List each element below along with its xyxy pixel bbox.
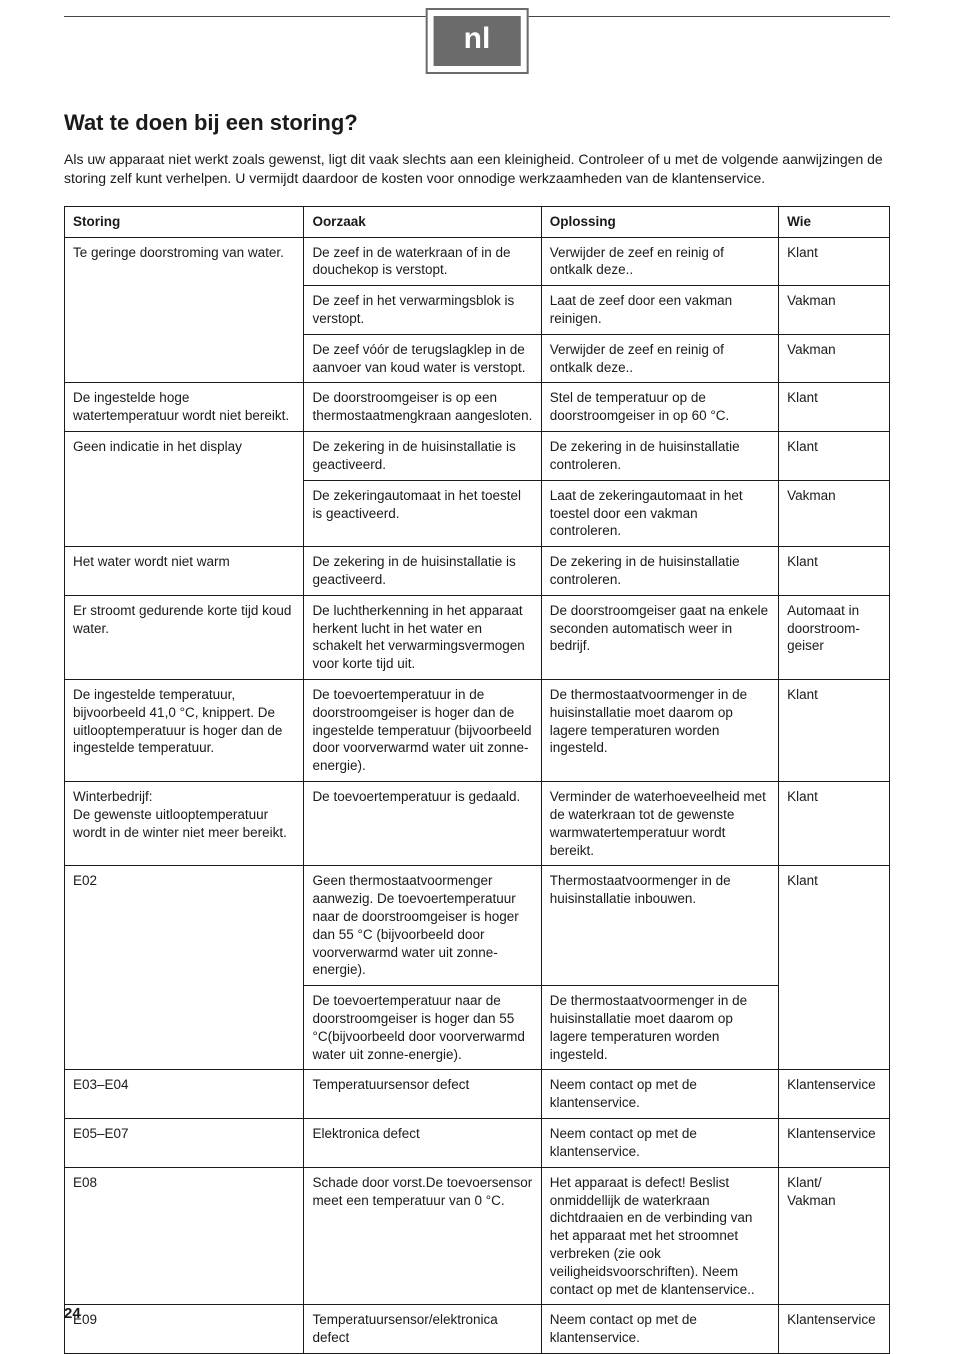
language-tab-container: nl — [426, 0, 529, 74]
cell-oplossing: De zekering in de huisinstallatie contro… — [541, 432, 778, 481]
cell-wie: Vakman — [779, 334, 890, 383]
cell-storing: E03–E04 — [65, 1070, 304, 1119]
troubleshooting-table: Storing Oorzaak Oplossing Wie Te geringe… — [64, 206, 890, 1354]
cell-wie: Vakman — [779, 286, 890, 335]
page-title: Wat te doen bij een storing? — [64, 110, 890, 136]
cell-storing: Te geringe doorstroming van water. — [65, 237, 304, 383]
header-oorzaak: Oorzaak — [304, 206, 541, 237]
language-tab-frame: nl — [426, 8, 529, 74]
cell-wie: Klantenservice — [779, 1305, 890, 1354]
cell-oorzaak: Temperatuursensor defect — [304, 1070, 541, 1119]
cell-oorzaak: Geen thermostaatvoormenger aanwezig. De … — [304, 866, 541, 986]
cell-storing: E05–E07 — [65, 1119, 304, 1168]
cell-oorzaak: Schade door vorst.De toevoersensor meet … — [304, 1167, 541, 1305]
cell-wie: Klantenservice — [779, 1119, 890, 1168]
cell-storing: Er stroomt gedurende korte tijd koud wat… — [65, 595, 304, 679]
table-row: E09Temperatuursensor/elektronica defectN… — [65, 1305, 890, 1354]
cell-oorzaak: De doorstroomgeiser is op een thermostaa… — [304, 383, 541, 432]
intro-text: Als uw apparaat niet werkt zoals gewenst… — [64, 150, 890, 188]
cell-oorzaak: De toevoertemperatuur naar de doorstroom… — [304, 986, 541, 1070]
header-wie: Wie — [779, 206, 890, 237]
table-row: Te geringe doorstroming van water.De zee… — [65, 237, 890, 286]
cell-oorzaak: De zeef vóór de terugslagklep in de aanv… — [304, 334, 541, 383]
header-oplossing: Oplossing — [541, 206, 778, 237]
cell-oplossing: Neem contact op met de klantenservice. — [541, 1070, 778, 1119]
cell-oplossing: De thermostaatvoormenger in de huisinsta… — [541, 986, 778, 1070]
cell-oorzaak: De zekering in de huisinstallatie is gea… — [304, 547, 541, 596]
cell-oorzaak: De zeef in de waterkraan of in de douche… — [304, 237, 541, 286]
language-tab: nl — [434, 16, 521, 66]
cell-oplossing: Verwijder de zeef en reinig of ontkalk d… — [541, 334, 778, 383]
cell-oorzaak: De toevoertemperatuur in de doorstroomge… — [304, 680, 541, 782]
cell-oplossing: Verwijder de zeef en reinig of ontkalk d… — [541, 237, 778, 286]
header-storing: Storing — [65, 206, 304, 237]
table-header-row: Storing Oorzaak Oplossing Wie — [65, 206, 890, 237]
cell-storing: Winterbedrijf: De gewenste uitlooptemper… — [65, 782, 304, 866]
cell-oplossing: De thermostaatvoormenger in de huisinsta… — [541, 680, 778, 782]
cell-wie: Vakman — [779, 480, 890, 546]
table-row: E02Geen thermostaatvoormenger aanwezig. … — [65, 866, 890, 986]
cell-wie: Klant/ Vakman — [779, 1167, 890, 1305]
cell-oplossing: De doorstroomgeiser gaat na enkele secon… — [541, 595, 778, 679]
table-row: Er stroomt gedurende korte tijd koud wat… — [65, 595, 890, 679]
table-row: Winterbedrijf: De gewenste uitlooptemper… — [65, 782, 890, 866]
table-row: E05–E07Elektronica defectNeem contact op… — [65, 1119, 890, 1168]
cell-oplossing: De zekering in de huisinstallatie contro… — [541, 547, 778, 596]
cell-oplossing: Het apparaat is defect! Beslist onmiddel… — [541, 1167, 778, 1305]
cell-oorzaak: Temperatuursensor/elektronica defect — [304, 1305, 541, 1354]
cell-wie: Klant — [779, 237, 890, 286]
cell-storing: Geen indicatie in het display — [65, 432, 304, 547]
cell-oplossing: Laat de zekeringautomaat in het toestel … — [541, 480, 778, 546]
cell-wie: Klant — [779, 432, 890, 481]
table-row: Geen indicatie in het displayDe zekering… — [65, 432, 890, 481]
cell-oplossing: Laat de zeef door een vakman reinigen. — [541, 286, 778, 335]
cell-oorzaak: De zeef in het verwarmingsblok is versto… — [304, 286, 541, 335]
table-row: De ingestelde temperatuur, bijvoorbeeld … — [65, 680, 890, 782]
cell-wie: Klant — [779, 383, 890, 432]
cell-storing: E02 — [65, 866, 304, 1070]
cell-oplossing: Stel de temperatuur op de doorstroomgeis… — [541, 383, 778, 432]
cell-wie: Klant — [779, 866, 890, 1070]
cell-oplossing: Thermostaatvoormenger in de huisinstalla… — [541, 866, 778, 986]
page-number: 24 — [64, 1305, 81, 1322]
cell-oplossing: Neem contact op met de klantenservice. — [541, 1305, 778, 1354]
table-row: De ingestelde hoge watertemperatuur word… — [65, 383, 890, 432]
cell-oorzaak: De zekering in de huisinstallatie is gea… — [304, 432, 541, 481]
cell-storing: E08 — [65, 1167, 304, 1305]
table-row: E08Schade door vorst.De toevoersensor me… — [65, 1167, 890, 1305]
cell-wie: Klantenservice — [779, 1070, 890, 1119]
page-content: Wat te doen bij een storing? Als uw appa… — [64, 110, 890, 1354]
cell-oplossing: Verminder de waterhoeveelheid met de wat… — [541, 782, 778, 866]
cell-wie: Klant — [779, 782, 890, 866]
cell-wie: Klant — [779, 680, 890, 782]
cell-storing: De ingestelde hoge watertemperatuur word… — [65, 383, 304, 432]
cell-oorzaak: De zekeringautomaat in het toestel is ge… — [304, 480, 541, 546]
cell-oorzaak: De luchtherkenning in het apparaat herke… — [304, 595, 541, 679]
cell-storing: E09 — [65, 1305, 304, 1354]
table-body: Te geringe doorstroming van water.De zee… — [65, 237, 890, 1353]
cell-wie: Automaat in doorstroom­geiser — [779, 595, 890, 679]
cell-oorzaak: Elektronica defect — [304, 1119, 541, 1168]
cell-oplossing: Neem contact op met de klantenservice. — [541, 1119, 778, 1168]
cell-wie: Klant — [779, 547, 890, 596]
table-row: E03–E04Temperatuursensor defectNeem cont… — [65, 1070, 890, 1119]
cell-storing: Het water wordt niet warm — [65, 547, 304, 596]
cell-storing: De ingestelde temperatuur, bijvoorbeeld … — [65, 680, 304, 782]
table-row: Het water wordt niet warmDe zekering in … — [65, 547, 890, 596]
cell-oorzaak: De toevoertemperatuur is gedaald. — [304, 782, 541, 866]
